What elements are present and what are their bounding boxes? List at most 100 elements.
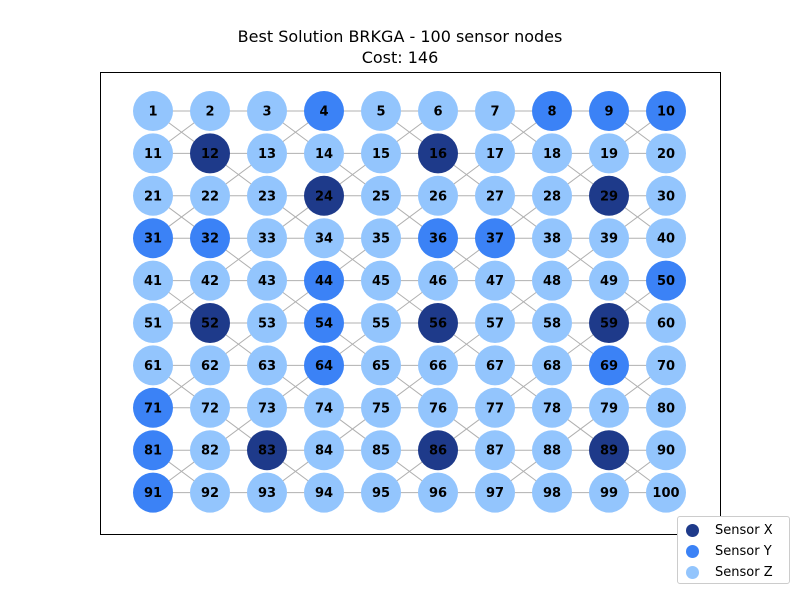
sensor-node: 33 — [247, 218, 287, 259]
sensor-node: 71 — [133, 387, 173, 428]
sensor-node-marker — [304, 387, 344, 428]
legend-label-sensor-x: Sensor X — [715, 523, 773, 538]
sensor-node-label: 86 — [429, 444, 447, 459]
sensor-node: 17 — [475, 133, 515, 174]
legend-marker-sensor-x — [686, 524, 699, 537]
sensor-node: 48 — [532, 260, 572, 301]
sensor-node-label: 52 — [201, 317, 219, 332]
sensor-node: 85 — [361, 430, 401, 471]
sensor-node: 37 — [475, 218, 515, 259]
sensor-node-label: 90 — [657, 444, 675, 459]
sensor-node-marker — [247, 260, 287, 301]
sensor-node-marker — [190, 218, 230, 259]
sensor-node-label: 68 — [543, 359, 561, 374]
sensor-node-label: 56 — [429, 317, 447, 332]
sensor-node-label: 45 — [372, 274, 390, 289]
sensor-node-marker — [361, 387, 401, 428]
sensor-node-marker — [361, 91, 401, 131]
sensor-node-label: 36 — [429, 232, 447, 247]
sensor-node-marker — [133, 91, 173, 131]
sensor-node-marker — [589, 133, 629, 174]
sensor-node: 47 — [475, 260, 515, 301]
sensor-node-label: 40 — [657, 232, 675, 247]
sensor-node-label: 84 — [315, 444, 333, 459]
sensor-node-marker — [589, 91, 629, 131]
sensor-node-label: 12 — [201, 147, 219, 162]
sensor-node-marker — [646, 260, 686, 301]
sensor-node-label: 59 — [600, 317, 618, 332]
sensor-node: 14 — [304, 133, 344, 174]
sensor-node: 91 — [133, 472, 173, 513]
sensor-node: 53 — [247, 303, 287, 343]
sensor-node-marker — [190, 175, 230, 216]
sensor-node-marker — [646, 472, 686, 513]
sensor-node-marker — [304, 260, 344, 301]
sensor-node-label: 24 — [315, 189, 333, 204]
sensor-node-marker — [532, 345, 572, 386]
sensor-node-label: 38 — [543, 232, 561, 247]
sensor-node: 97 — [475, 472, 515, 513]
sensor-node: 42 — [190, 260, 230, 301]
sensor-node-label: 67 — [486, 359, 504, 374]
sensor-node-marker — [532, 303, 572, 343]
sensor-node-label: 48 — [543, 274, 561, 289]
sensor-node-marker — [304, 218, 344, 259]
sensor-node: 60 — [646, 303, 686, 343]
sensor-node-label: 69 — [600, 359, 618, 374]
sensor-node-marker — [361, 218, 401, 259]
sensor-node: 56 — [418, 303, 458, 343]
sensor-node: 36 — [418, 218, 458, 259]
sensor-node-label: 99 — [600, 486, 618, 501]
sensor-node-marker — [304, 303, 344, 343]
sensor-node-label: 76 — [429, 401, 447, 416]
sensor-node-marker — [475, 472, 515, 513]
sensor-node-label: 79 — [600, 401, 618, 416]
sensor-node-marker — [190, 430, 230, 471]
sensor-node-label: 33 — [258, 232, 276, 247]
sensor-node: 78 — [532, 387, 572, 428]
sensor-node: 86 — [418, 430, 458, 471]
sensor-node-marker — [247, 472, 287, 513]
sensor-node: 21 — [133, 175, 173, 216]
sensor-node-marker — [475, 91, 515, 131]
sensor-node: 88 — [532, 430, 572, 471]
sensor-node-marker — [133, 133, 173, 174]
sensor-node: 98 — [532, 472, 572, 513]
sensor-node-marker — [589, 303, 629, 343]
sensor-node-label: 8 — [547, 105, 556, 120]
sensor-node-marker — [190, 91, 230, 131]
sensor-node-marker — [589, 387, 629, 428]
sensor-node: 1 — [133, 91, 173, 131]
sensor-node-marker — [361, 345, 401, 386]
sensor-node-marker — [589, 175, 629, 216]
sensor-node-marker — [190, 260, 230, 301]
sensor-node-marker — [247, 218, 287, 259]
sensor-node-marker — [418, 430, 458, 471]
legend-item-sensor-y: Sensor Y — [686, 541, 789, 562]
legend-label-sensor-z: Sensor Z — [715, 565, 773, 580]
sensor-node: 23 — [247, 175, 287, 216]
sensor-node: 46 — [418, 260, 458, 301]
sensor-node: 69 — [589, 345, 629, 386]
sensor-node-marker — [190, 303, 230, 343]
sensor-node-marker — [589, 218, 629, 259]
sensor-node-label: 75 — [372, 401, 390, 416]
sensor-node-marker — [532, 387, 572, 428]
sensor-node: 83 — [247, 430, 287, 471]
sensor-node-label: 83 — [258, 444, 276, 459]
sensor-node: 32 — [190, 218, 230, 259]
sensor-node: 29 — [589, 175, 629, 216]
sensor-node-label: 4 — [319, 105, 328, 120]
sensor-node: 39 — [589, 218, 629, 259]
sensor-node-label: 21 — [144, 189, 162, 204]
sensor-node-marker — [475, 133, 515, 174]
sensor-node-label: 93 — [258, 486, 276, 501]
sensor-node-label: 54 — [315, 317, 333, 332]
sensor-node: 62 — [190, 345, 230, 386]
sensor-node: 99 — [589, 472, 629, 513]
sensor-node-marker — [475, 345, 515, 386]
sensor-node: 28 — [532, 175, 572, 216]
sensor-node-label: 5 — [376, 105, 385, 120]
